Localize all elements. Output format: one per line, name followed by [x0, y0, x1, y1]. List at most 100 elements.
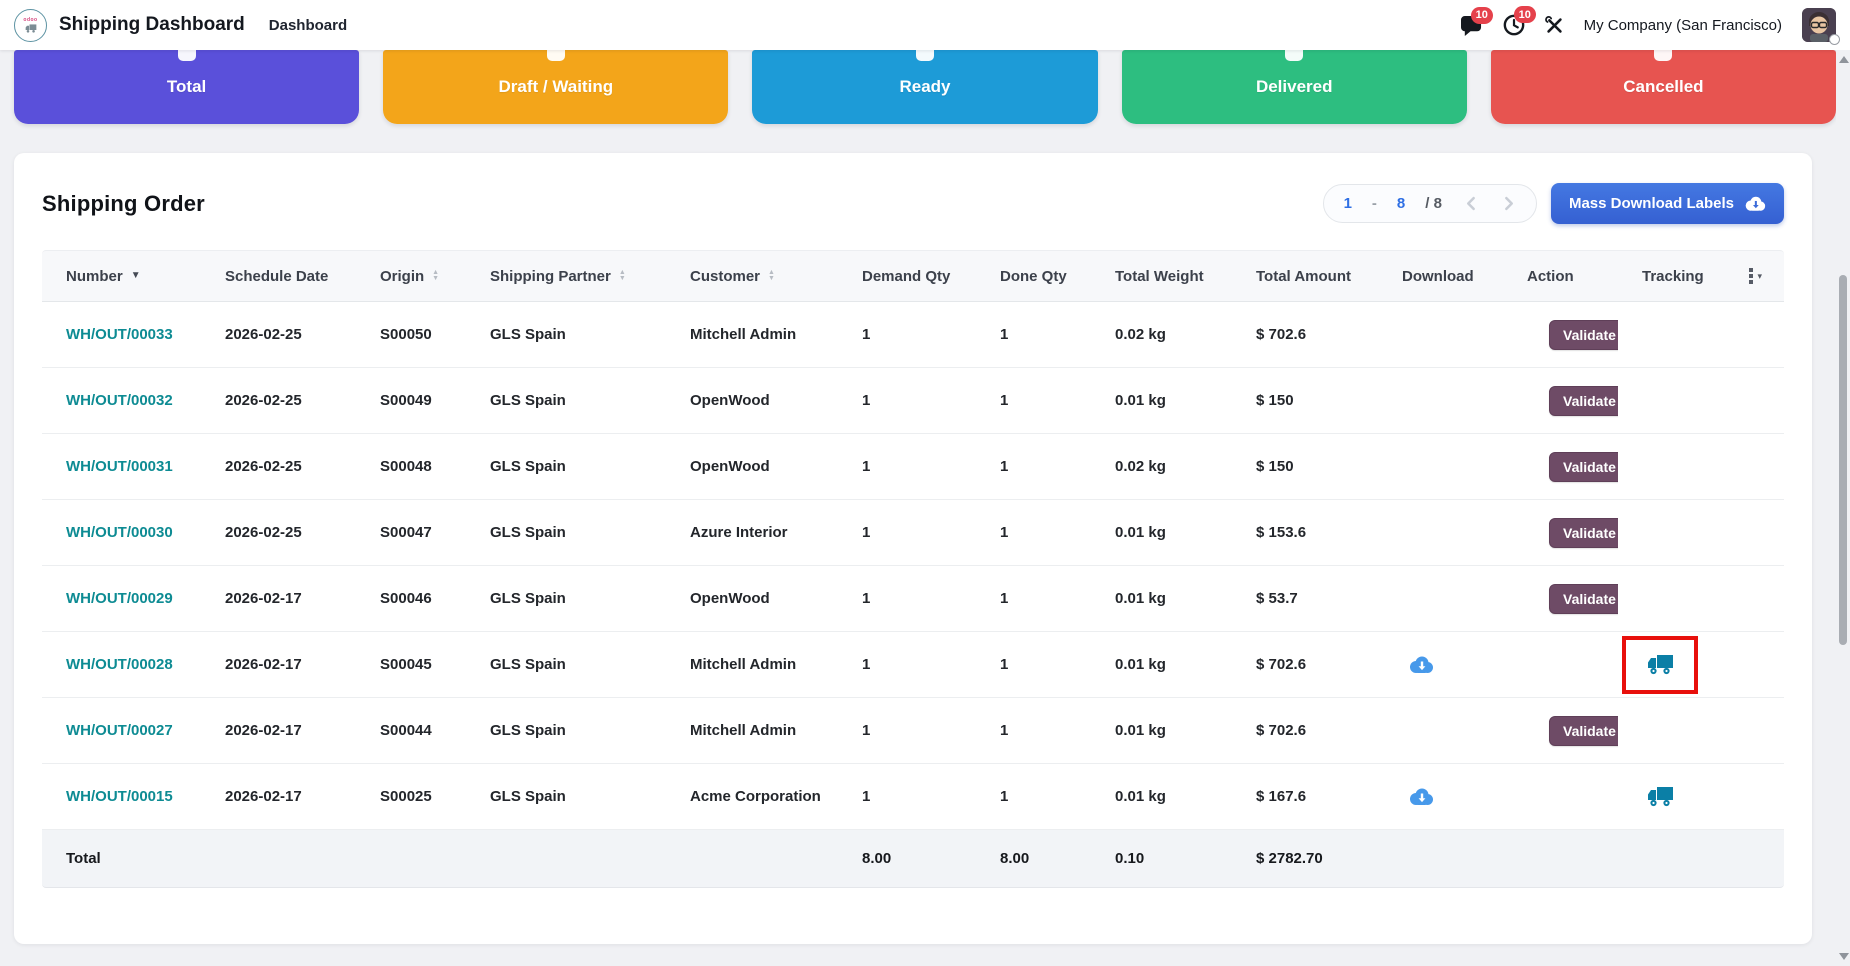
validate-button[interactable]: Validate — [1549, 716, 1618, 746]
stat-card-draft-waiting[interactable]: Draft / Waiting — [383, 50, 728, 124]
column-options-dots-icon — [1749, 268, 1753, 284]
pager-start[interactable]: 1 — [1344, 195, 1352, 212]
menu-dashboard[interactable]: Dashboard — [269, 17, 347, 34]
download-label-button[interactable] — [1408, 655, 1434, 674]
chevron-left-icon — [1464, 196, 1479, 211]
shipping-partner-cell: GLS Spain — [466, 764, 666, 829]
column-header-done-qty[interactable]: Done Qty — [976, 251, 1091, 301]
debug-tools-button[interactable] — [1545, 16, 1564, 35]
demand-qty-cell: 1 — [838, 632, 976, 697]
origin-cell: S00048 — [356, 434, 466, 499]
card-icon-fragment — [1654, 50, 1672, 61]
order-number-link[interactable]: WH/OUT/00027 — [66, 722, 173, 739]
app-logo[interactable]: odoo — [14, 9, 47, 42]
total-amount-cell: $ 150 — [1232, 434, 1378, 499]
stat-card-label: Ready — [899, 77, 950, 97]
schedule-date-cell: 2026-02-17 — [201, 698, 356, 763]
order-number-link[interactable]: WH/OUT/00029 — [66, 590, 173, 607]
pager-next-button[interactable] — [1501, 196, 1516, 211]
validate-button[interactable]: Validate — [1549, 518, 1618, 548]
mass-download-labels-button[interactable]: Mass Download Labels — [1551, 183, 1784, 224]
truck-logo-icon — [24, 24, 38, 33]
tracking-truck-button[interactable] — [1647, 786, 1674, 807]
tracking-highlight-box — [1622, 636, 1698, 694]
shipping-partner-cell: GLS Spain — [466, 434, 666, 499]
column-header-tracking[interactable]: Tracking — [1618, 251, 1734, 301]
schedule-date-cell: 2026-02-25 — [201, 434, 356, 499]
scroll-down-arrow-icon[interactable] — [1839, 953, 1849, 960]
user-avatar[interactable] — [1802, 8, 1836, 42]
demand-qty-cell: 1 — [838, 434, 976, 499]
column-header-shipping-partner[interactable]: Shipping Partner▲▼ — [466, 251, 666, 301]
messages-button[interactable]: 10 — [1460, 15, 1483, 36]
tracking-cell — [1622, 306, 1698, 364]
customer-cell: Mitchell Admin — [666, 698, 838, 763]
sort-icon: ▲▼ — [432, 270, 439, 282]
download-label-button[interactable] — [1408, 787, 1434, 806]
column-label: Total Amount — [1256, 268, 1351, 285]
done-qty-cell: 1 — [976, 764, 1091, 829]
validate-button[interactable]: Validate — [1549, 452, 1618, 482]
validate-button[interactable]: Validate — [1549, 386, 1618, 416]
card-icon-fragment — [916, 50, 934, 61]
column-label: Customer — [690, 268, 760, 285]
validate-button[interactable]: Validate — [1549, 584, 1618, 614]
order-number-link[interactable]: WH/OUT/00028 — [66, 656, 173, 673]
column-header-customer[interactable]: Customer▲▼ — [666, 251, 838, 301]
total-done-qty: 8.00 — [976, 830, 1091, 887]
column-header-download[interactable]: Download — [1378, 251, 1503, 301]
cloud-download-icon — [1744, 195, 1766, 212]
stat-card-cancelled[interactable]: Cancelled — [1491, 50, 1836, 124]
stat-card-delivered[interactable]: Delivered — [1122, 50, 1467, 124]
schedule-date-cell: 2026-02-17 — [201, 632, 356, 697]
column-header-number[interactable]: Number▼ — [42, 251, 201, 301]
table-total-row: Total 8.00 8.00 0.10 $ 2782.70 — [42, 830, 1784, 888]
column-label: Shipping Partner — [490, 268, 611, 285]
column-options-button[interactable]: ▾ — [1734, 251, 1784, 301]
shipping-partner-cell: GLS Spain — [466, 500, 666, 565]
total-amount: $ 2782.70 — [1232, 830, 1378, 887]
logo-text: odoo — [23, 18, 37, 23]
order-number-link[interactable]: WH/OUT/00033 — [66, 326, 173, 343]
vertical-scrollbar[interactable] — [1836, 50, 1850, 966]
total-label: Total — [42, 830, 201, 887]
scrollbar-thumb[interactable] — [1839, 275, 1847, 645]
column-label: Download — [1402, 268, 1474, 285]
total-weight-cell: 0.01 kg — [1091, 368, 1232, 433]
done-qty-cell: 1 — [976, 632, 1091, 697]
messages-badge: 10 — [1471, 7, 1493, 24]
total-weight-cell: 0.01 kg — [1091, 698, 1232, 763]
column-header-total-weight[interactable]: Total Weight — [1091, 251, 1232, 301]
stat-card-total[interactable]: Total — [14, 50, 359, 124]
demand-qty-cell: 1 — [838, 368, 976, 433]
activities-button[interactable]: 10 — [1503, 14, 1525, 36]
shipping-partner-cell: GLS Spain — [466, 632, 666, 697]
pager-separator: - — [1372, 195, 1377, 212]
status-dot — [1829, 34, 1840, 45]
scroll-up-arrow-icon[interactable] — [1839, 56, 1849, 63]
column-header-demand-qty[interactable]: Demand Qty — [838, 251, 976, 301]
sort-desc-icon: ▼ — [131, 271, 141, 281]
total-amount-cell: $ 702.6 — [1232, 698, 1378, 763]
tracking-cell — [1622, 702, 1698, 760]
order-number-link[interactable]: WH/OUT/00031 — [66, 458, 173, 475]
order-number-link[interactable]: WH/OUT/00030 — [66, 524, 173, 541]
origin-cell: S00025 — [356, 764, 466, 829]
order-number-link[interactable]: WH/OUT/00032 — [66, 392, 173, 409]
stat-card-label: Delivered — [1256, 77, 1333, 97]
origin-cell: S00050 — [356, 302, 466, 367]
stat-card-ready[interactable]: Ready — [752, 50, 1097, 124]
column-header-schedule-date[interactable]: Schedule Date — [201, 251, 356, 301]
table-row: WH/OUT/00031 2026-02-25 S00048 GLS Spain… — [42, 434, 1784, 500]
pager-prev-button[interactable] — [1464, 196, 1479, 211]
column-header-total-amount[interactable]: Total Amount — [1232, 251, 1378, 301]
column-label: Origin — [380, 268, 424, 285]
company-switcher[interactable]: My Company (San Francisco) — [1584, 17, 1782, 34]
tracking-truck-button[interactable] — [1647, 654, 1674, 675]
order-number-link[interactable]: WH/OUT/00015 — [66, 788, 173, 805]
column-header-action[interactable]: Action — [1503, 251, 1618, 301]
column-header-origin[interactable]: Origin ▲▼ — [356, 251, 466, 301]
validate-button[interactable]: Validate — [1549, 320, 1618, 350]
column-label: Done Qty — [1000, 268, 1067, 285]
pager-end[interactable]: 8 — [1397, 195, 1405, 212]
